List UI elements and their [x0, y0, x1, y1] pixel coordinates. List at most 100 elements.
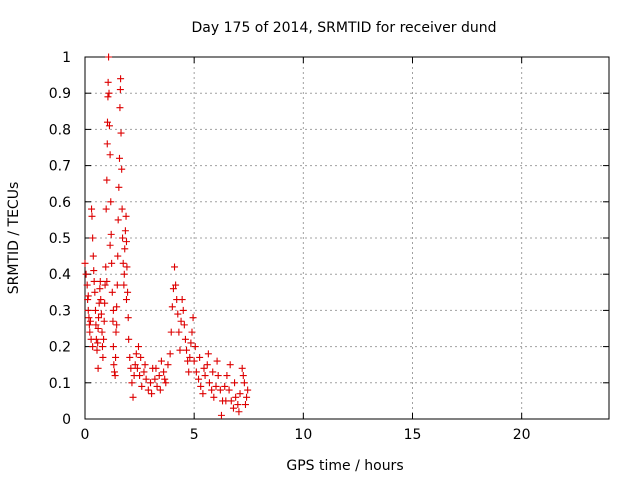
x-tick-label: 0 — [81, 427, 90, 443]
data-point — [92, 335, 100, 343]
data-point — [140, 368, 148, 376]
data-point — [121, 227, 129, 235]
y-tick-label: 0.8 — [49, 122, 71, 138]
data-point — [164, 361, 172, 369]
data-point — [166, 350, 174, 358]
data-point — [116, 86, 124, 94]
data-point — [144, 386, 152, 394]
data-point — [120, 270, 128, 278]
x-tick-labels: 0 5 10 15 20 — [81, 427, 531, 443]
data-point — [88, 212, 96, 220]
data-point — [125, 335, 133, 343]
data-point — [102, 263, 110, 271]
data-point — [95, 314, 103, 322]
data-point — [244, 386, 252, 394]
data-point — [197, 382, 205, 390]
data-point — [213, 357, 221, 365]
data-point — [221, 382, 229, 390]
data-point — [84, 306, 92, 314]
data-point — [156, 386, 164, 394]
data-point — [223, 372, 231, 380]
data-point — [177, 317, 185, 325]
data-point — [121, 245, 129, 253]
data-point — [191, 343, 199, 351]
data-point — [116, 104, 124, 112]
data-point — [188, 328, 196, 336]
data-point — [124, 288, 132, 296]
data-point — [243, 393, 251, 401]
data-point — [176, 346, 184, 354]
data-point — [168, 303, 176, 311]
data-point — [103, 277, 111, 285]
data-point — [105, 89, 113, 97]
data-point — [94, 325, 102, 332]
data-point — [225, 386, 233, 394]
data-point — [132, 350, 140, 358]
data-point — [112, 353, 120, 361]
x-tick-label: 10 — [294, 427, 312, 443]
data-point — [209, 368, 217, 376]
data-point — [107, 230, 115, 238]
data-point — [114, 216, 122, 224]
data-point — [112, 328, 120, 336]
data-point — [122, 296, 130, 304]
x-tick-label: 20 — [513, 427, 531, 443]
data-point — [102, 205, 110, 213]
data-point — [195, 375, 203, 383]
data-point — [114, 252, 122, 260]
data-point — [104, 93, 112, 101]
data-point — [101, 299, 109, 307]
data-point — [90, 277, 98, 285]
data-point — [238, 364, 246, 372]
data-point — [129, 393, 137, 401]
data-point — [161, 375, 169, 383]
data-point — [97, 296, 105, 304]
data-point — [101, 281, 109, 289]
data-point — [178, 296, 186, 304]
data-point — [109, 306, 117, 314]
data-point — [142, 375, 150, 383]
data-point — [127, 364, 135, 372]
data-point — [172, 281, 180, 289]
data-point — [84, 296, 92, 304]
data-point — [81, 259, 89, 267]
data-point — [138, 382, 146, 390]
data-point — [210, 393, 218, 401]
data-point — [185, 368, 193, 376]
data-point — [137, 353, 145, 361]
y-tick-label: 0.7 — [49, 159, 71, 175]
data-point — [109, 317, 117, 325]
data-point — [91, 288, 99, 296]
data-point — [103, 140, 111, 148]
data-point — [111, 372, 119, 380]
data-point — [153, 382, 161, 390]
y-tick-label: 1 — [62, 50, 71, 66]
data-point — [119, 259, 127, 267]
data-point — [103, 176, 111, 184]
data-point — [98, 343, 106, 351]
data-point — [148, 390, 156, 398]
data-point — [155, 372, 163, 380]
data-point — [89, 252, 97, 260]
data-point — [88, 205, 96, 213]
chart-title: Day 175 of 2014, SRMTID for receiver dun… — [192, 20, 497, 36]
data-point — [232, 393, 240, 401]
y-tick-label: 0 — [62, 412, 71, 428]
data-point — [190, 357, 198, 365]
data-point — [174, 310, 182, 318]
data-point — [184, 357, 192, 365]
y-tick-label: 0.5 — [49, 231, 71, 247]
data-point — [192, 368, 200, 376]
y-tick-label: 0.1 — [49, 376, 71, 392]
data-point — [86, 317, 94, 325]
data-point — [90, 267, 98, 275]
data-point — [234, 401, 242, 409]
data-point — [240, 379, 248, 387]
data-point — [119, 234, 127, 242]
y-tick-label: 0.4 — [49, 267, 71, 283]
data-point — [100, 335, 108, 343]
data-point — [235, 408, 243, 416]
data-point — [123, 263, 131, 271]
data-point — [96, 285, 104, 293]
x-axis-label: GPS time / hours — [286, 458, 403, 474]
